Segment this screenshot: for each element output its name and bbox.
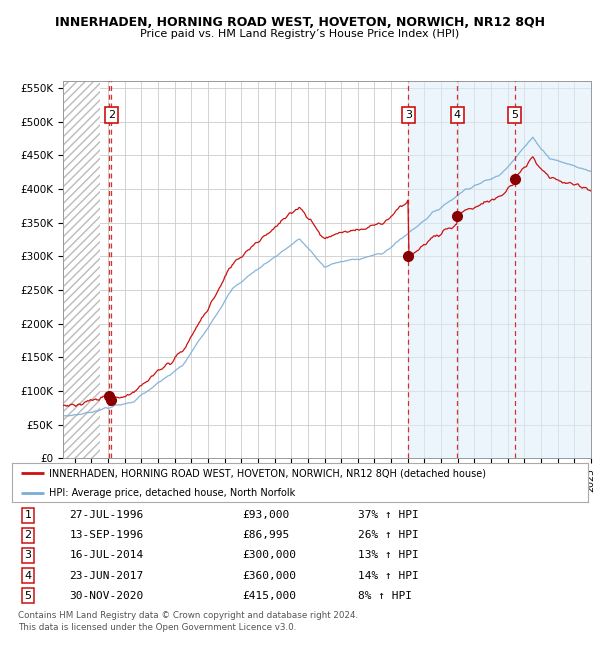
Text: 30-NOV-2020: 30-NOV-2020: [70, 591, 144, 601]
Text: HPI: Average price, detached house, North Norfolk: HPI: Average price, detached house, Nort…: [49, 488, 296, 498]
Text: £360,000: £360,000: [242, 571, 296, 580]
Text: 13-SEP-1996: 13-SEP-1996: [70, 530, 144, 540]
Text: £415,000: £415,000: [242, 591, 296, 601]
Text: 5: 5: [25, 591, 32, 601]
Text: 23-JUN-2017: 23-JUN-2017: [70, 571, 144, 580]
Text: 1: 1: [25, 510, 32, 520]
Text: 8% ↑ HPI: 8% ↑ HPI: [358, 591, 412, 601]
Text: 16-JUL-2014: 16-JUL-2014: [70, 551, 144, 560]
Text: 2: 2: [108, 110, 115, 120]
Text: £93,000: £93,000: [242, 510, 290, 520]
Text: 4: 4: [25, 571, 32, 580]
Text: £300,000: £300,000: [242, 551, 296, 560]
Text: 3: 3: [405, 110, 412, 120]
Text: £86,995: £86,995: [242, 530, 290, 540]
Text: 14% ↑ HPI: 14% ↑ HPI: [358, 571, 418, 580]
Text: 3: 3: [25, 551, 32, 560]
Text: 13% ↑ HPI: 13% ↑ HPI: [358, 551, 418, 560]
Text: 5: 5: [511, 110, 518, 120]
Text: This data is licensed under the Open Government Licence v3.0.: This data is licensed under the Open Gov…: [18, 623, 296, 632]
Text: Price paid vs. HM Land Registry’s House Price Index (HPI): Price paid vs. HM Land Registry’s House …: [140, 29, 460, 39]
Text: 2: 2: [25, 530, 32, 540]
Text: 27-JUL-1996: 27-JUL-1996: [70, 510, 144, 520]
Bar: [409, 81, 591, 458]
Text: Contains HM Land Registry data © Crown copyright and database right 2024.: Contains HM Land Registry data © Crown c…: [18, 611, 358, 620]
Text: INNERHADEN, HORNING ROAD WEST, HOVETON, NORWICH, NR12 8QH: INNERHADEN, HORNING ROAD WEST, HOVETON, …: [55, 16, 545, 29]
Text: 26% ↑ HPI: 26% ↑ HPI: [358, 530, 418, 540]
Text: 37% ↑ HPI: 37% ↑ HPI: [358, 510, 418, 520]
Bar: [63, 81, 100, 458]
Text: 4: 4: [454, 110, 461, 120]
Text: INNERHADEN, HORNING ROAD WEST, HOVETON, NORWICH, NR12 8QH (detached house): INNERHADEN, HORNING ROAD WEST, HOVETON, …: [49, 469, 487, 478]
